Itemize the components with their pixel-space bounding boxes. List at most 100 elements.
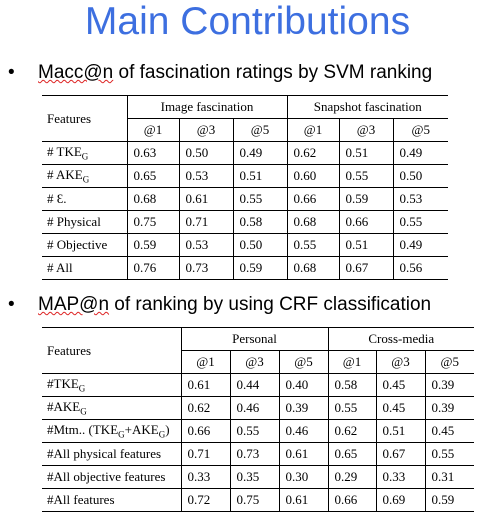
value-cell: 0.46 [229, 396, 279, 420]
value-cell: 0.53 [178, 233, 233, 257]
value-cell: 0.31 [424, 465, 474, 489]
value-cell: 0.68 [126, 187, 179, 211]
value-cell: 0.59 [338, 187, 393, 211]
value-cell: 0.75 [126, 210, 179, 234]
value-cell: 0.59 [126, 233, 179, 257]
value-cell: 0.60 [286, 164, 339, 188]
bullet-dot: • [8, 294, 15, 315]
value-cell: 0.45 [424, 419, 474, 443]
value-cell: 0.55 [392, 210, 448, 234]
value-cell: 0.66 [180, 419, 230, 443]
col-header: @1 [286, 118, 339, 142]
feature-label: # Ɛ. [42, 187, 127, 211]
value-cell: 0.59 [232, 256, 287, 280]
value-cell: 0.55 [229, 419, 279, 443]
value-cell: 0.50 [392, 164, 448, 188]
value-cell: 0.65 [126, 164, 179, 188]
svm-ranking-table: Features Image fascination Snapshot fasc… [42, 95, 448, 280]
value-cell: 0.55 [424, 442, 474, 466]
value-cell: 0.73 [178, 256, 233, 280]
value-cell: 0.67 [375, 442, 425, 466]
value-cell: 0.29 [327, 465, 376, 489]
feature-label: # AKEG [42, 164, 127, 188]
value-cell: 0.58 [327, 373, 376, 397]
bullet-macc-text: of fascination ratings by SVM ranking [113, 62, 433, 83]
table-row: #All physical features 0.71 0.73 0.61 0.65 0.… [42, 442, 474, 466]
col-header: @3 [229, 350, 279, 374]
col-header: @3 [178, 118, 233, 142]
value-cell: 0.76 [126, 256, 179, 280]
col-header: @5 [232, 118, 287, 142]
value-cell: 0.51 [232, 164, 287, 188]
group-header-cross-media: Cross-media [327, 327, 474, 351]
feature-label: # All [42, 256, 127, 280]
table-row: # AKEG 0.65 0.53 0.51 0.60 0.55 0.50 [42, 164, 448, 188]
feature-label: # Objective [42, 233, 127, 257]
feature-label: #Mtm.. (TKEG+AKEG) [42, 419, 181, 443]
bullet-macc: • Macc@n of fascination ratings by SVM ra… [8, 62, 432, 84]
bullet-map: • MAP@n of ranking by using CRF classific… [8, 294, 431, 316]
table-row: # All 0.76 0.73 0.59 0.68 0.67 0.56 [42, 256, 448, 280]
value-cell: 0.62 [180, 396, 230, 420]
col-header: @3 [375, 350, 425, 374]
bullet-map-term: MAP@n [38, 294, 110, 315]
value-cell: 0.61 [178, 187, 233, 211]
value-cell: 0.55 [286, 233, 339, 257]
table-row: # TKEG 0.63 0.50 0.49 0.62 0.51 0.49 [42, 141, 448, 165]
table-row: #All objective features 0.33 0.35 0.30 0.29 0… [42, 465, 474, 489]
value-cell: 0.55 [327, 396, 376, 420]
value-cell: 0.63 [126, 141, 179, 165]
value-cell: 0.62 [327, 419, 376, 443]
value-cell: 0.53 [178, 164, 233, 188]
feature-label: # Physical [42, 210, 127, 234]
value-cell: 0.71 [178, 210, 233, 234]
value-cell: 0.56 [392, 256, 448, 280]
table-row: # Objective 0.59 0.53 0.50 0.55 0.51 0.49 [42, 233, 448, 257]
group-header-snapshot: Snapshot fascination [286, 95, 448, 119]
table-row: #TKEG 0.61 0.44 0.40 0.58 0.45 0.39 [42, 373, 474, 397]
bullet-map-text: of ranking by using CRF classification [109, 294, 432, 315]
value-cell: 0.40 [278, 373, 328, 397]
col-header: @1 [180, 350, 230, 374]
value-cell: 0.45 [375, 373, 425, 397]
feature-label: #TKEG [42, 373, 181, 397]
table-row: #All features 0.72 0.75 0.61 0.66 0.69 0.59 [42, 488, 474, 512]
value-cell: 0.61 [180, 373, 230, 397]
value-cell: 0.65 [327, 442, 376, 466]
value-cell: 0.66 [338, 210, 393, 234]
feature-label: #All objective features [42, 465, 181, 489]
value-cell: 0.68 [286, 210, 339, 234]
value-cell: 0.49 [392, 233, 448, 257]
value-cell: 0.75 [229, 488, 279, 512]
col-header: @5 [424, 350, 474, 374]
value-cell: 0.39 [424, 373, 474, 397]
col-header: @5 [392, 118, 448, 142]
value-cell: 0.59 [424, 488, 474, 512]
bullet-dot: • [8, 62, 15, 83]
value-cell: 0.71 [180, 442, 230, 466]
table-row: #AKEG 0.62 0.46 0.39 0.55 0.45 0.39 [42, 396, 474, 420]
value-cell: 0.69 [375, 488, 425, 512]
feature-label: #All physical features [42, 442, 181, 466]
value-cell: 0.53 [392, 187, 448, 211]
value-cell: 0.35 [229, 465, 279, 489]
feature-label: #AKEG [42, 396, 181, 420]
value-cell: 0.55 [232, 187, 287, 211]
value-cell: 0.72 [180, 488, 230, 512]
value-cell: 0.61 [278, 442, 328, 466]
value-cell: 0.58 [232, 210, 287, 234]
value-cell: 0.46 [278, 419, 328, 443]
value-cell: 0.33 [375, 465, 425, 489]
value-cell: 0.39 [424, 396, 474, 420]
features-header: Features [42, 95, 127, 142]
value-cell: 0.49 [392, 141, 448, 165]
features-header: Features [42, 327, 181, 374]
crf-classification-table: Features Personal Cross-media @1 @3 @5 @… [42, 327, 474, 512]
value-cell: 0.45 [375, 396, 425, 420]
col-header: @1 [126, 118, 179, 142]
value-cell: 0.73 [229, 442, 279, 466]
bullet-macc-term: Macc@n [38, 62, 114, 83]
value-cell: 0.67 [338, 256, 393, 280]
value-cell: 0.49 [232, 141, 287, 165]
value-cell: 0.39 [278, 396, 328, 420]
